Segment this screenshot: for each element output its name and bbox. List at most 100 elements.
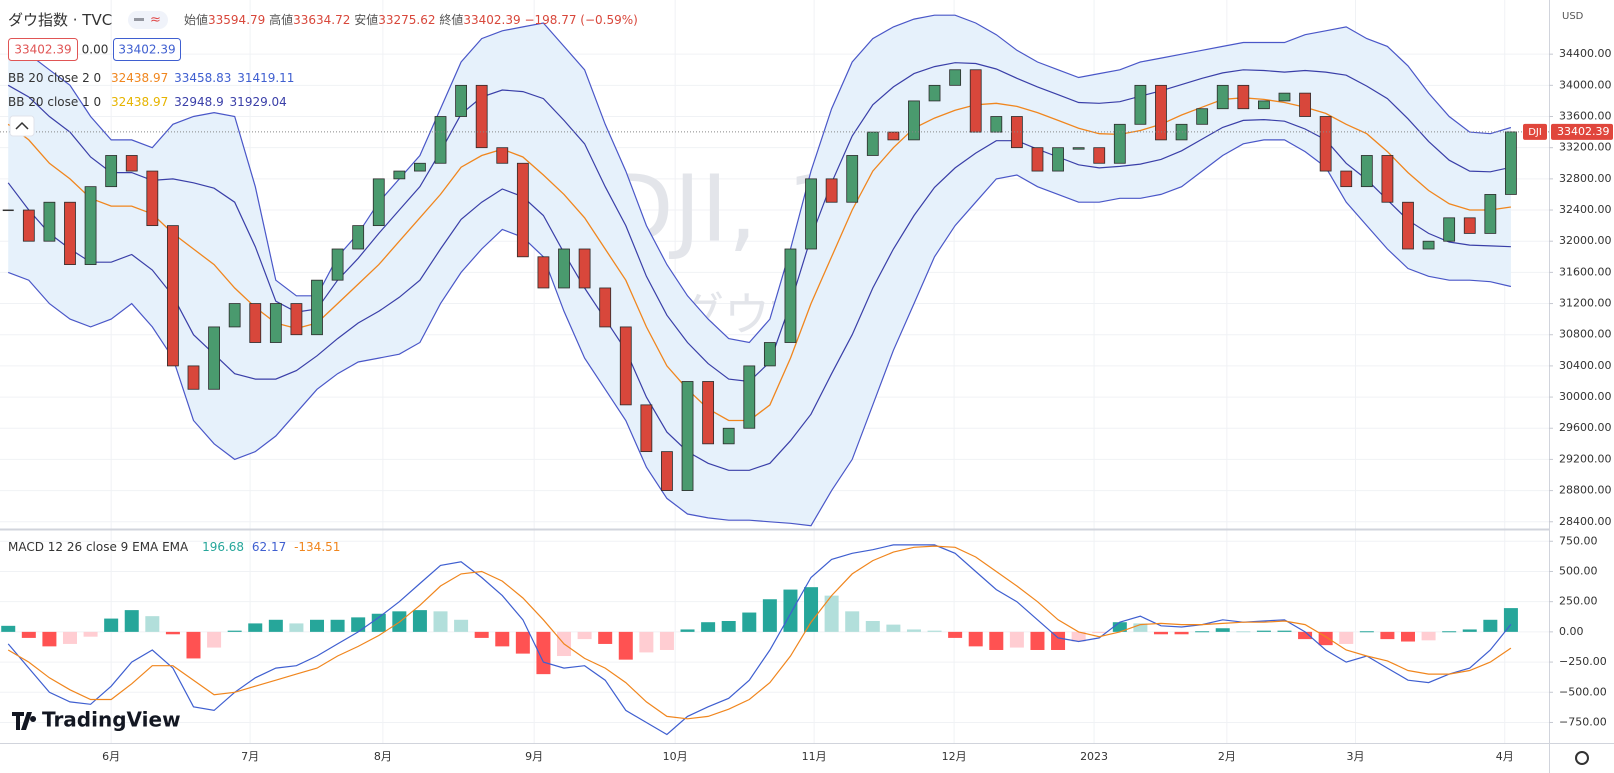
y-tick-label: 32800.00 [1559, 172, 1612, 185]
histogram-bar [371, 613, 386, 632]
macd-line [7, 544, 1512, 736]
sell-price: 33402.39 [14, 43, 71, 57]
histogram-bar [1400, 631, 1415, 642]
collapse-button[interactable] [9, 115, 35, 137]
candle [928, 84, 941, 102]
x-tick-label: 9月 [525, 750, 543, 763]
sell-badge[interactable] [8, 38, 78, 61]
histogram-bar [310, 619, 325, 632]
histogram-bar [21, 631, 36, 638]
candle [208, 326, 220, 390]
candle [743, 365, 756, 429]
histogram-bar [1092, 631, 1107, 634]
y-tick-label: 30800.00 [1559, 328, 1612, 341]
icon-wave: ≈ [150, 13, 161, 28]
candle [1381, 155, 1394, 203]
candle [1278, 92, 1291, 102]
histogram-bar [268, 619, 283, 632]
y-tick-label: −250.00 [1559, 655, 1607, 668]
histogram-bar [1359, 631, 1374, 633]
candle [825, 178, 838, 203]
settings-icon[interactable] [1575, 751, 1589, 765]
histogram-bar [618, 631, 633, 660]
last-price-label-bg [1551, 123, 1613, 140]
bb1-lower: 31929.04 [230, 95, 287, 109]
open-value: 33594.79 [208, 13, 265, 27]
macd-value: 62.17 [252, 540, 286, 554]
candle [619, 326, 632, 406]
candle [187, 365, 200, 390]
candle [1113, 123, 1126, 164]
histogram-bar [1442, 631, 1457, 633]
macd-signal-value: -134.51 [294, 540, 340, 554]
histogram-bar [1339, 631, 1354, 644]
candle [516, 162, 529, 258]
candle [1072, 147, 1085, 150]
histogram-bar [412, 610, 427, 632]
candle [866, 131, 879, 156]
signal-line [7, 545, 1512, 720]
y-tick-label: 500.00 [1559, 564, 1598, 577]
y-tick-label: 30000.00 [1559, 390, 1612, 403]
y-tick-label: 34000.00 [1559, 78, 1612, 91]
band-fill [8, 15, 1511, 526]
candle [496, 147, 509, 164]
histogram-bar [721, 620, 736, 632]
brand-logo: TradingView [12, 708, 181, 732]
bb1-legend: BB 20 close 1 0 32438.97 32948.9 31929.0… [8, 95, 287, 109]
candle [372, 178, 385, 227]
x-tick-label: 2023 [1080, 750, 1108, 763]
close-label: 終値 [439, 12, 463, 27]
high-label: 高値 [269, 12, 293, 27]
histogram-bar [227, 630, 242, 632]
x-tick-label: 6月 [102, 750, 120, 763]
candle [1052, 147, 1064, 172]
histogram-bar [598, 631, 613, 644]
histogram-bar [474, 631, 489, 638]
currency[interactable]: USD [1562, 11, 1584, 22]
compare-icon[interactable] [128, 11, 168, 29]
histogram-bar [454, 619, 469, 632]
candle [1505, 131, 1517, 195]
histogram-bar [1153, 631, 1168, 635]
histogram-bar [1009, 631, 1024, 648]
symbol-tag-bg [1523, 123, 1547, 140]
histogram-bar [42, 631, 57, 647]
band-lower-line [7, 139, 1512, 527]
candle [949, 69, 962, 86]
candle [805, 178, 817, 250]
buy-badge[interactable] [113, 38, 181, 61]
histogram-bar [639, 631, 654, 653]
histogram-bar [330, 619, 345, 632]
y-tick-label: 29600.00 [1559, 421, 1612, 434]
histogram-bar [1483, 619, 1498, 632]
symbol: ダウ指数 · TVC [8, 11, 112, 29]
candle [1155, 84, 1167, 141]
candle [22, 209, 35, 242]
plot [0, 14, 1549, 736]
histogram-bar [927, 630, 942, 632]
histogram-bar [865, 620, 880, 632]
histogram-bar [1277, 630, 1292, 632]
histogram-bar [1503, 608, 1518, 632]
x-tick-label: 2月 [1218, 750, 1236, 763]
low-label: 安値 [354, 12, 378, 27]
y-tick-label: 28800.00 [1559, 484, 1612, 497]
candle [887, 131, 900, 141]
histogram-bar [1421, 631, 1436, 641]
histogram-bar [1236, 631, 1251, 633]
candle [64, 201, 76, 265]
x-tick-label: 11月 [802, 750, 827, 763]
candle [228, 303, 241, 328]
histogram-bar [968, 631, 983, 647]
histogram-bar [1380, 631, 1395, 640]
bb2-legend: BB 20 close 2 0 32438.97 33458.83 31419.… [8, 71, 294, 85]
y-tick-label: 0.00 [1559, 625, 1584, 638]
candle [784, 248, 797, 343]
macd-hist-value: 196.68 [202, 540, 244, 554]
candle [1031, 147, 1044, 172]
histogram-bar [762, 599, 777, 632]
low-value: 33275.62 [378, 13, 435, 27]
histogram-bar [1256, 630, 1271, 632]
